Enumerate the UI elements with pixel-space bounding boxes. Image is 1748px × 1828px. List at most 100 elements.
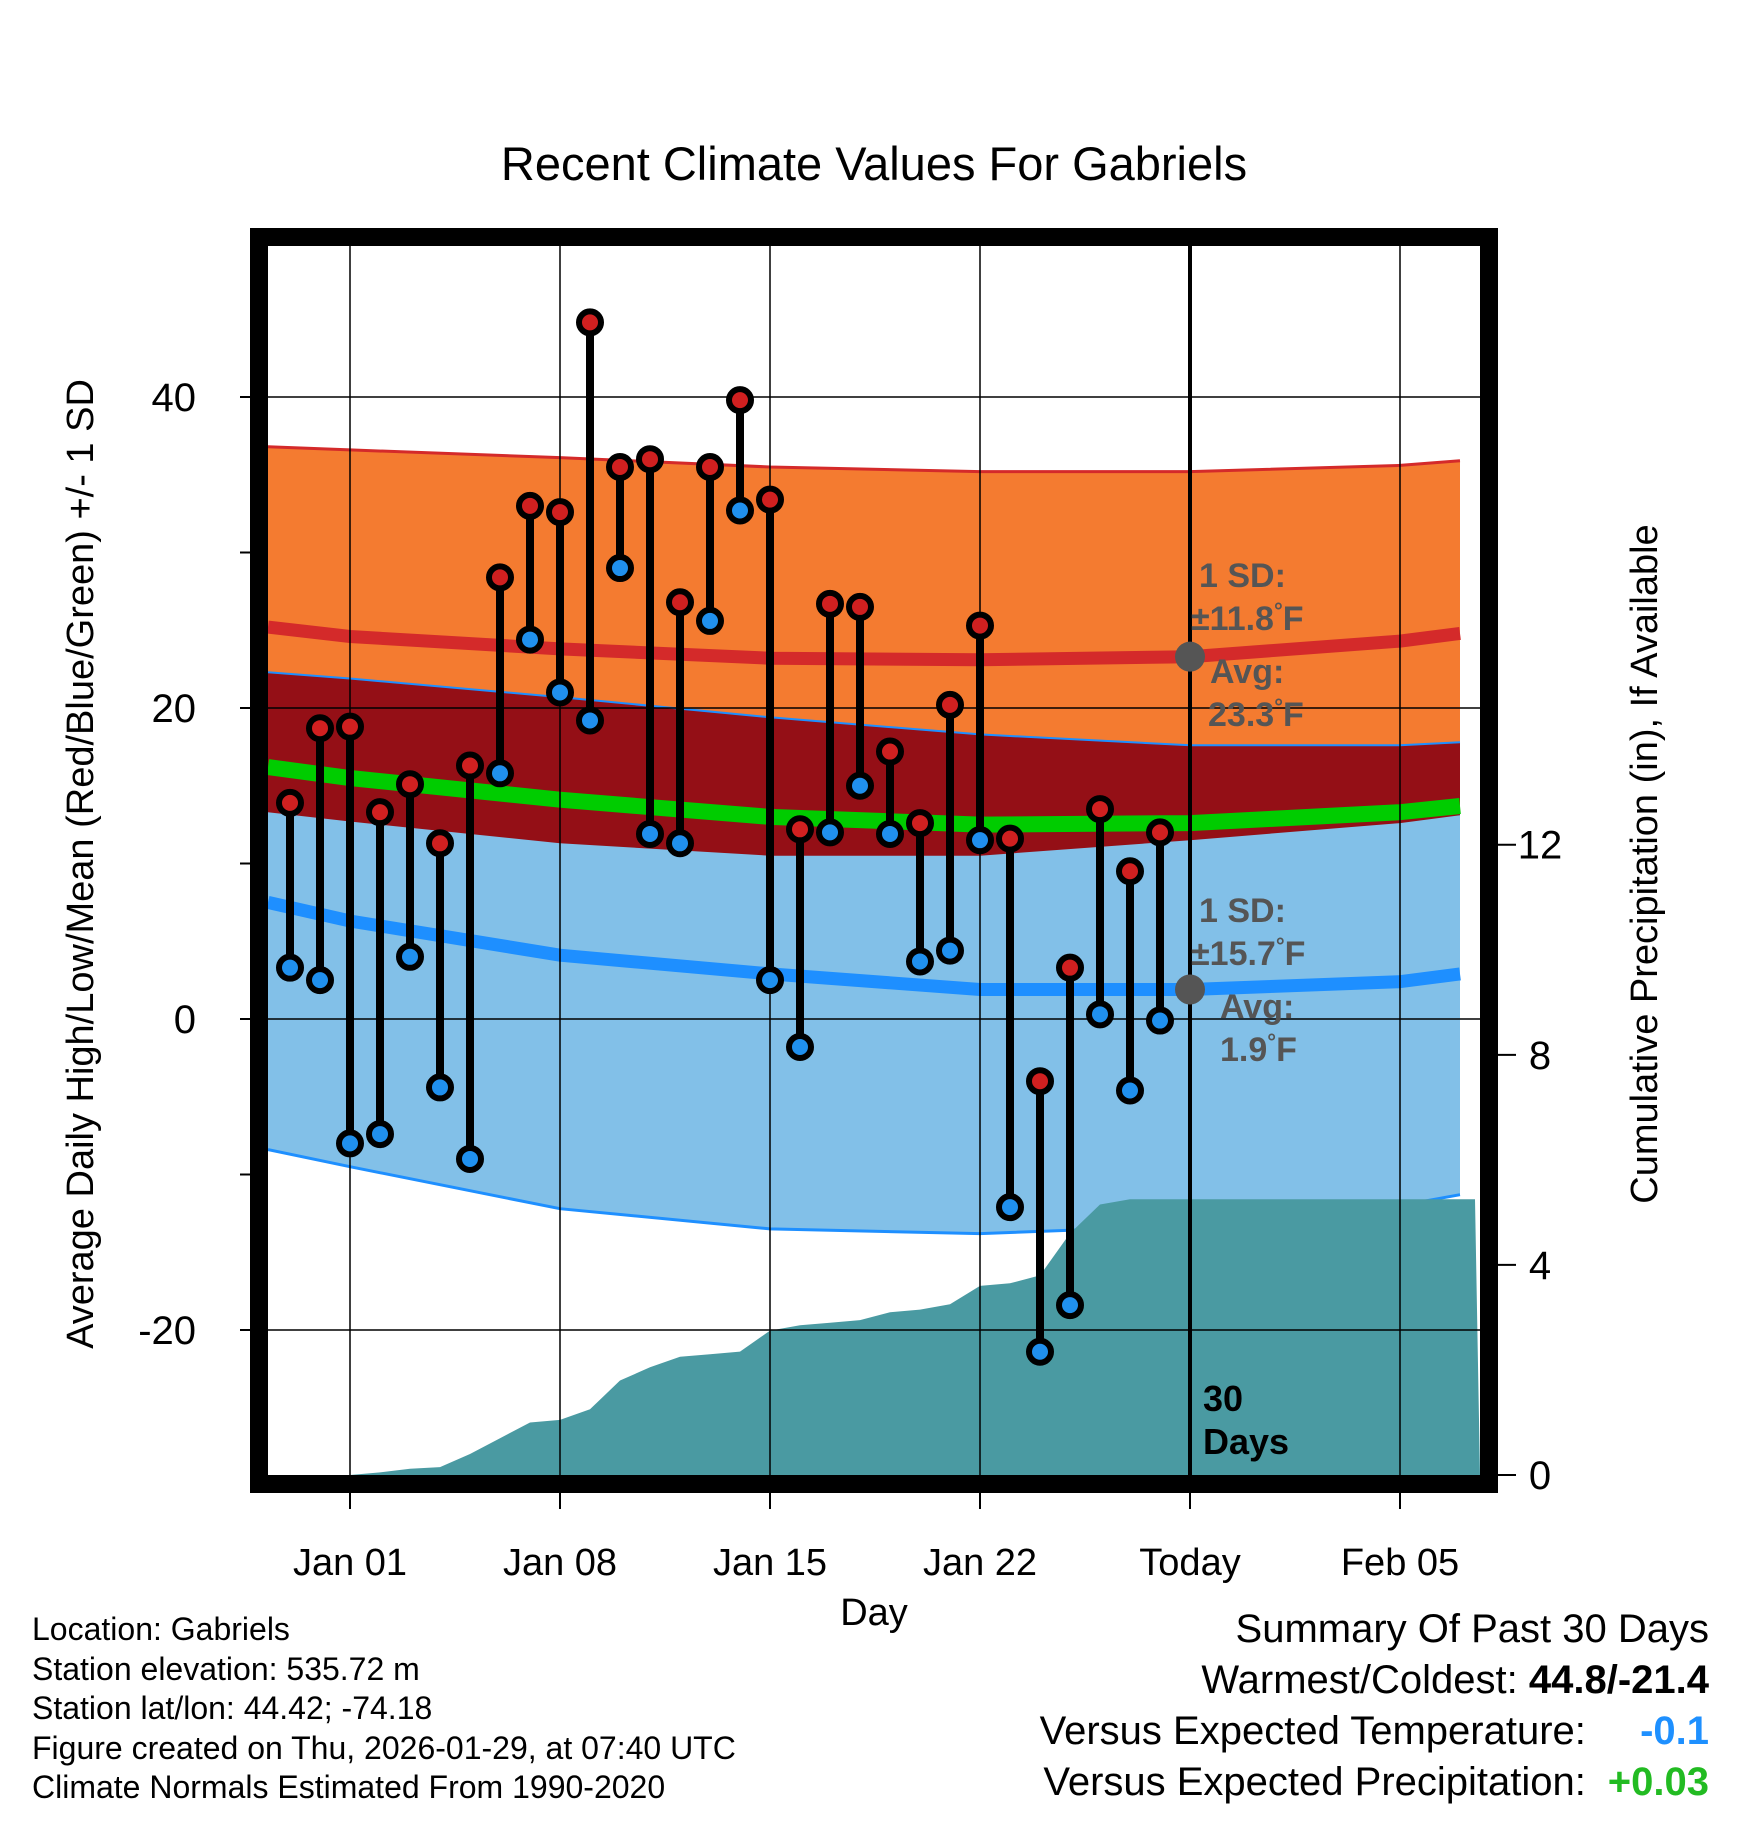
high-avg-label: Avg: xyxy=(1210,653,1284,691)
low-point xyxy=(576,706,604,735)
precip-area xyxy=(268,1199,1480,1475)
high-avg-value: 23.3°F xyxy=(1208,694,1304,734)
low-point xyxy=(1146,1006,1174,1035)
high-avg-marker xyxy=(1175,641,1205,672)
high-point xyxy=(1146,818,1174,847)
temp-vs-expected-value: -0.1 xyxy=(1640,1709,1709,1753)
elevation-text: Station elevation: 535.72 m xyxy=(32,1650,420,1687)
y2-tick-label: 12 xyxy=(1518,824,1563,868)
warmest-value: 44.8/-21.4 xyxy=(1528,1658,1709,1702)
y-tick-label: 40 xyxy=(152,376,197,420)
low-point xyxy=(756,966,784,995)
low-point xyxy=(816,818,844,847)
high-point xyxy=(696,452,724,481)
warmest-coldest-row: Warmest/Coldest: 44.8/-21.4 xyxy=(1040,1655,1709,1706)
high-point xyxy=(966,611,994,640)
low-avg-marker xyxy=(1175,974,1205,1005)
temp-vs-expected-label: Versus Expected Temperature: xyxy=(1039,1709,1586,1753)
x-tick-label: Jan 22 xyxy=(923,1542,1037,1584)
high-point xyxy=(936,690,964,719)
y-tick-label: -20 xyxy=(138,1309,196,1353)
low-point xyxy=(486,759,514,788)
y2-axis-label: Cumulative Precipitation (in), If Availa… xyxy=(1624,524,1666,1203)
high-point xyxy=(456,751,484,780)
high-point xyxy=(486,563,514,592)
low-point xyxy=(606,554,634,583)
high-point xyxy=(276,788,304,817)
y-axis-label: Average Daily High/Low/Mean (Red/Blue/Gr… xyxy=(60,379,102,1349)
low-point xyxy=(396,942,424,971)
high-point xyxy=(576,308,604,337)
high-point xyxy=(756,485,784,514)
high-point xyxy=(516,491,544,520)
high-sd-label: 1 SD: xyxy=(1199,557,1286,595)
low-point xyxy=(846,771,874,800)
low-point xyxy=(336,1129,364,1158)
low-point xyxy=(1056,1291,1084,1320)
low-point xyxy=(306,966,334,995)
low-upper-edge xyxy=(268,671,1461,747)
low-sd-value: ±15.7°F xyxy=(1191,933,1305,973)
high-point xyxy=(816,589,844,618)
high-upper-edge xyxy=(268,445,1461,474)
low-point xyxy=(276,953,304,982)
latlon-text: Station lat/lon: 44.42; -74.18 xyxy=(32,1690,433,1726)
low-point xyxy=(636,819,664,848)
precip-vs-expected-value: +0.03 xyxy=(1607,1760,1709,1804)
high-point xyxy=(876,737,904,766)
high-point xyxy=(366,798,394,827)
y2-tick-label: 4 xyxy=(1529,1244,1551,1288)
high-point xyxy=(336,712,364,741)
x-tick-label: Jan 01 xyxy=(293,1542,407,1584)
mean-line xyxy=(268,759,1461,833)
warmest-label: Warmest/Coldest: xyxy=(1201,1658,1518,1702)
low-point xyxy=(786,1032,814,1061)
y-tick-label: 0 xyxy=(174,998,196,1042)
low-point xyxy=(726,496,754,525)
low-point xyxy=(966,826,994,855)
high-point xyxy=(396,770,424,799)
precip-vs-expected-label: Versus Expected Precipitation: xyxy=(1043,1760,1586,1804)
low-sd-label: 1 SD: xyxy=(1199,892,1286,930)
low-point xyxy=(906,947,934,976)
low-point xyxy=(366,1120,394,1149)
precip-vs-expected-row: Versus Expected Precipitation: +0.03 xyxy=(1040,1757,1709,1808)
high-point xyxy=(1086,795,1114,824)
station-info: Location: Gabriels Station elevation: 53… xyxy=(32,1610,736,1808)
low-point xyxy=(546,678,574,707)
today-days-number: 30 xyxy=(1203,1378,1243,1419)
high-point xyxy=(906,809,934,838)
low-point xyxy=(936,936,964,965)
y-tick-label: 20 xyxy=(152,687,197,731)
x-tick-label: Feb 05 xyxy=(1341,1542,1459,1584)
created-text: Figure created on Thu, 2026-01-29, at 07… xyxy=(32,1729,736,1766)
low-point xyxy=(1026,1337,1054,1366)
high-point xyxy=(786,815,814,844)
high-point xyxy=(726,386,754,415)
high-point xyxy=(1116,857,1144,886)
high-point xyxy=(1056,953,1084,982)
low-avg-value: 1.9°F xyxy=(1220,1029,1297,1069)
temp-vs-expected-row: Versus Expected Temperature: -0.1 xyxy=(1040,1706,1709,1757)
high-point xyxy=(606,452,634,481)
today-days-text: Days xyxy=(1203,1421,1289,1462)
location-text: Location: Gabriels xyxy=(32,1611,290,1647)
x-tick-label: Today xyxy=(1139,1542,1240,1584)
low-point xyxy=(876,819,904,848)
low-point xyxy=(1086,1000,1114,1029)
high-point xyxy=(666,588,694,617)
low-point xyxy=(516,625,544,654)
y2-tick-label: 8 xyxy=(1529,1034,1551,1078)
high-point xyxy=(846,592,874,621)
x-tick-label: Jan 15 xyxy=(713,1542,827,1584)
low-point xyxy=(1116,1076,1144,1105)
summary-heading: Summary Of Past 30 Days xyxy=(1235,1607,1709,1651)
low-mean-line xyxy=(268,896,1461,996)
high-point xyxy=(426,829,454,858)
y2-tick-label: 0 xyxy=(1529,1454,1551,1498)
x-tick-label: Jan 08 xyxy=(503,1542,617,1584)
low-point xyxy=(426,1073,454,1102)
x-axis-label: Day xyxy=(840,1592,908,1634)
